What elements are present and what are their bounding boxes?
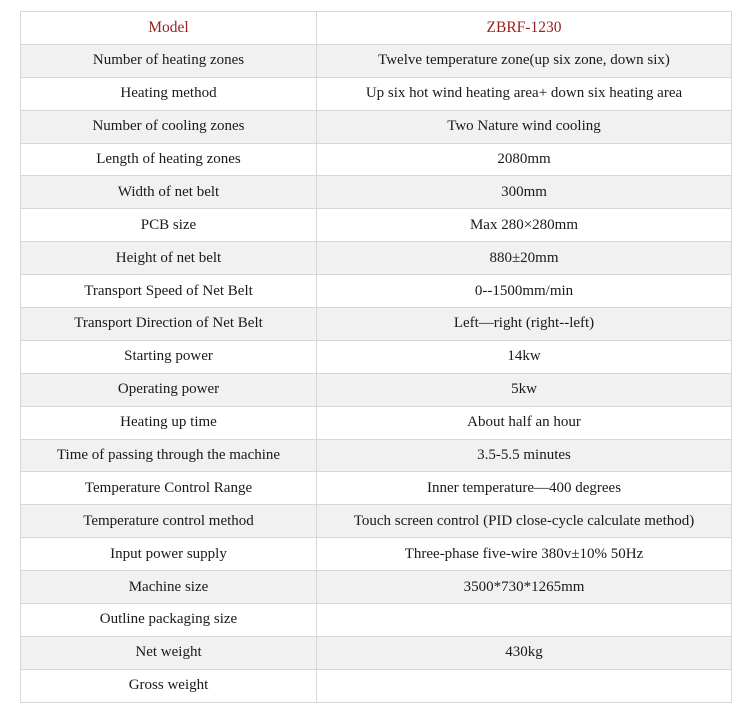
spec-label: Width of net belt <box>20 175 317 210</box>
spec-label: Outline packaging size <box>20 603 317 637</box>
spec-value: Touch screen control (PID close-cycle ca… <box>316 504 732 539</box>
spec-value: 3500*730*1265mm <box>316 570 732 605</box>
spec-value: Up six hot wind heating area+ down six h… <box>316 76 732 111</box>
spec-value: Twelve temperature zone(up six zone, dow… <box>316 43 732 78</box>
spec-label: Height of net belt <box>20 241 317 276</box>
spec-label: Number of cooling zones <box>20 109 317 144</box>
table-row: Input power supply Three-phase five-wire … <box>20 537 732 572</box>
spec-label: Net weight <box>20 635 317 670</box>
table-row: Heating up time About half an hour <box>20 405 732 440</box>
spec-value: 14kw <box>316 339 732 374</box>
spec-label: Input power supply <box>20 537 317 572</box>
table-row: Temperature Control Range Inner temperatu… <box>20 471 732 506</box>
spec-label: Transport Direction of Net Belt <box>20 307 317 341</box>
specification-table: Model ZBRF-1230 Number of heating zones T… <box>20 11 732 703</box>
table-row: Number of heating zones Twelve temperatur… <box>20 43 732 78</box>
table-row: Length of heating zones 2080mm <box>20 142 732 177</box>
table-row: Temperature control method Touch screen c… <box>20 504 732 539</box>
table-row: Transport Speed of Net Belt 0--1500mm/min <box>20 274 732 309</box>
spec-value: Three-phase five-wire 380v±10% 50Hz <box>316 537 732 572</box>
spec-value: About half an hour <box>316 405 732 440</box>
table-row: Transport Direction of Net Belt Left—righ… <box>20 307 732 341</box>
table-row: Width of net belt 300mm <box>20 175 732 210</box>
model-value: ZBRF-1230 <box>316 11 732 45</box>
spec-value <box>316 668 732 703</box>
spec-label: Starting power <box>20 339 317 374</box>
spec-value: 880±20mm <box>316 241 732 276</box>
table-row: Time of passing through the machine 3.5-5… <box>20 438 732 473</box>
spec-value <box>316 603 732 637</box>
table-row: Operating power 5kw <box>20 372 732 407</box>
spec-label: PCB size <box>20 208 317 243</box>
spec-label: Temperature control method <box>20 504 317 539</box>
table-row: Net weight 430kg <box>20 635 732 670</box>
specification-table-body: Model ZBRF-1230 Number of heating zones T… <box>20 11 732 703</box>
spec-label: Gross weight <box>20 668 317 703</box>
table-row: Gross weight <box>20 668 732 703</box>
spec-label: Machine size <box>20 570 317 605</box>
table-row: Starting power 14kw <box>20 339 732 374</box>
table-row: Height of net belt 880±20mm <box>20 241 732 276</box>
spec-value: 430kg <box>316 635 732 670</box>
table-row: Outline packaging size <box>20 603 732 637</box>
spec-label: Temperature Control Range <box>20 471 317 506</box>
spec-value: 300mm <box>316 175 732 210</box>
spec-value: Left—right (right--left) <box>316 307 732 341</box>
spec-value: 0--1500mm/min <box>316 274 732 309</box>
spec-label: Transport Speed of Net Belt <box>20 274 317 309</box>
spec-label: Time of passing through the machine <box>20 438 317 473</box>
spec-value: 3.5-5.5 minutes <box>316 438 732 473</box>
spec-label: Operating power <box>20 372 317 407</box>
spec-label: Heating method <box>20 76 317 111</box>
model-label: Model <box>20 11 317 45</box>
spec-value: 2080mm <box>316 142 732 177</box>
spec-label: Length of heating zones <box>20 142 317 177</box>
table-header-row: Model ZBRF-1230 <box>20 11 732 45</box>
spec-label: Heating up time <box>20 405 317 440</box>
table-row: Heating method Up six hot wind heating ar… <box>20 76 732 111</box>
spec-value: 5kw <box>316 372 732 407</box>
spec-value: Max 280×280mm <box>316 208 732 243</box>
spec-value: Inner temperature—400 degrees <box>316 471 732 506</box>
spec-label: Number of heating zones <box>20 43 317 78</box>
table-row: PCB size Max 280×280mm <box>20 208 732 243</box>
table-row: Machine size 3500*730*1265mm <box>20 570 732 605</box>
table-row: Number of cooling zones Two Nature wind c… <box>20 109 732 144</box>
spec-value: Two Nature wind cooling <box>316 109 732 144</box>
